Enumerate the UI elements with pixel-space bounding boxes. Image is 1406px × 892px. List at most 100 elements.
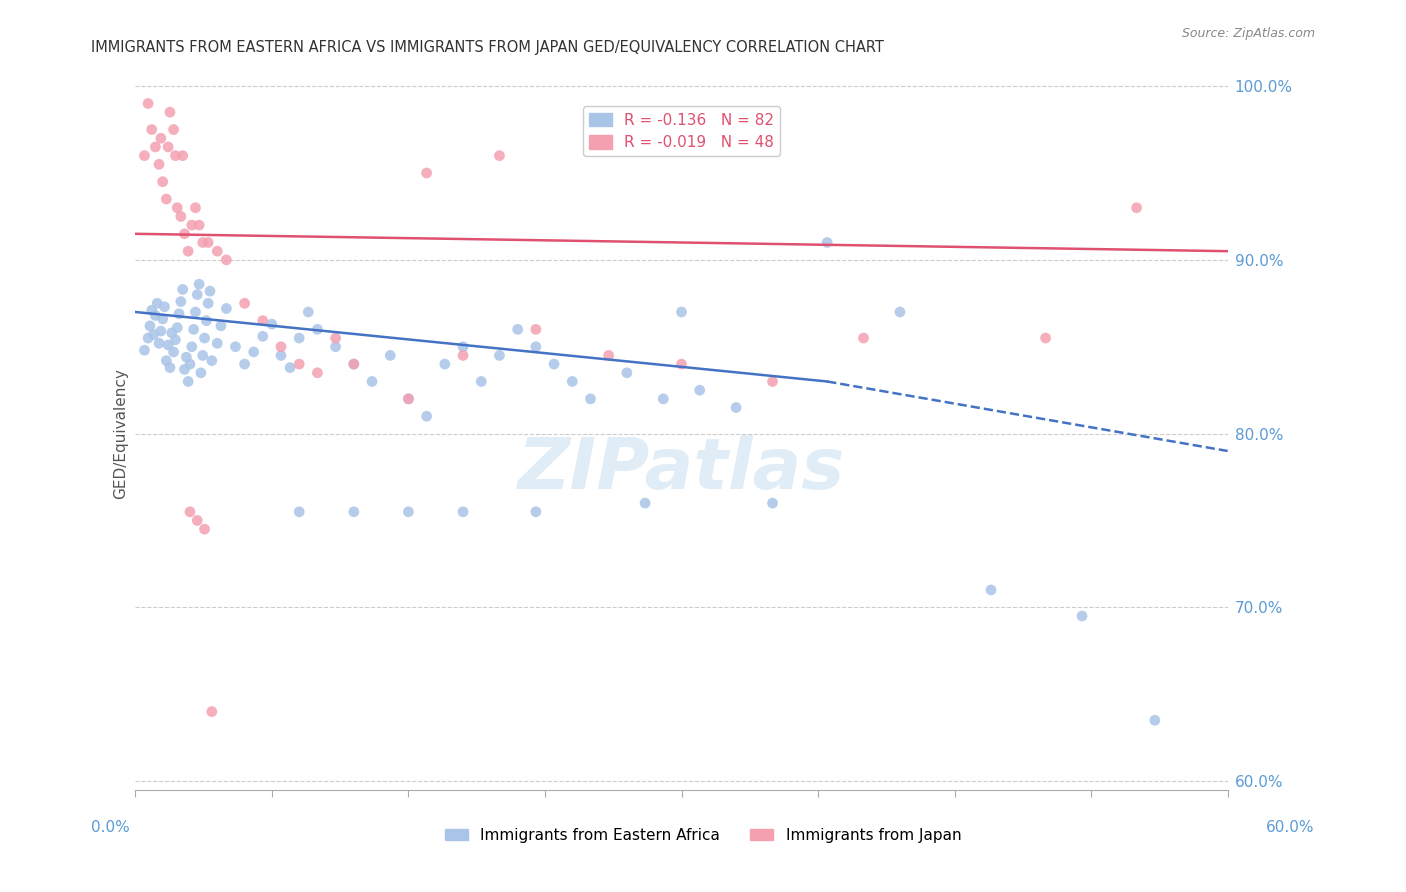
Point (307, 366, 329, 380)
Point (134, 148, 156, 162)
Point (153, 300, 176, 314)
Point (270, 348, 292, 362)
Point (157, 140, 180, 154)
Point (180, 218, 202, 232)
Point (170, 294, 193, 309)
Point (170, 210, 193, 224)
Point (671, 357, 693, 371)
Point (141, 303, 163, 318)
Point (233, 296, 256, 310)
Point (172, 148, 194, 162)
Point (343, 357, 366, 371)
Point (148, 336, 170, 351)
Point (470, 375, 492, 389)
Point (815, 235, 838, 250)
Point (193, 522, 215, 536)
Point (634, 496, 657, 510)
Point (157, 338, 180, 352)
Point (159, 360, 181, 375)
Point (173, 227, 195, 241)
Point (190, 366, 212, 380)
Point (165, 148, 187, 162)
Point (524, 340, 547, 354)
Point (396, 505, 419, 519)
Y-axis label: GED/Equivalency: GED/Equivalency (114, 368, 128, 499)
Point (188, 277, 211, 292)
Point (172, 282, 194, 296)
Point (198, 284, 221, 298)
Point (136, 331, 159, 345)
Point (543, 357, 565, 371)
Point (1143, 713, 1166, 727)
Point (343, 505, 366, 519)
Point (1125, 201, 1147, 215)
Point (252, 314, 274, 328)
Point (761, 375, 783, 389)
Point (193, 331, 215, 345)
Point (160, 326, 183, 340)
Point (451, 340, 474, 354)
Text: IMMIGRANTS FROM EASTERN AFRICA VS IMMIGRANTS FROM JAPAN GED/EQUIVALENCY CORRELAT: IMMIGRANTS FROM EASTERN AFRICA VS IMMIGR… (91, 40, 884, 55)
Point (149, 324, 172, 338)
Point (173, 362, 195, 376)
Point (488, 148, 510, 162)
Point (191, 235, 214, 250)
Point (197, 235, 219, 250)
Point (233, 357, 256, 371)
Point (184, 201, 207, 215)
Point (179, 505, 201, 519)
Point (215, 301, 238, 316)
Point (260, 317, 283, 331)
Point (197, 296, 219, 310)
Text: 0.0%: 0.0% (91, 821, 131, 835)
Point (252, 329, 274, 343)
Point (396, 392, 419, 406)
Point (142, 327, 165, 342)
Point (188, 218, 211, 232)
Point (270, 340, 292, 354)
Point (201, 353, 224, 368)
Point (162, 345, 184, 359)
Text: ZIPatlas: ZIPatlas (517, 434, 845, 504)
Point (148, 157, 170, 171)
Point (725, 401, 748, 415)
Text: 60.0%: 60.0% (1267, 821, 1315, 835)
Point (852, 331, 875, 345)
Point (166, 201, 188, 215)
Point (191, 348, 214, 362)
Point (415, 166, 437, 180)
Point (451, 505, 474, 519)
Point (242, 345, 264, 359)
Point (652, 392, 675, 406)
Point (145, 309, 167, 323)
Point (179, 357, 201, 371)
Point (889, 305, 911, 319)
Point (288, 331, 311, 345)
Point (224, 340, 246, 354)
Point (598, 348, 620, 362)
Point (145, 140, 167, 154)
Point (134, 343, 156, 358)
Point (361, 375, 384, 389)
Point (325, 331, 347, 345)
Point (155, 192, 177, 206)
Point (162, 122, 184, 136)
Point (689, 383, 711, 397)
Point (176, 350, 198, 364)
Point (166, 320, 188, 334)
Point (183, 322, 205, 336)
Point (184, 305, 207, 319)
Point (415, 409, 437, 424)
Point (433, 357, 456, 371)
Point (167, 307, 190, 321)
Point (761, 496, 783, 510)
Point (297, 305, 319, 319)
Point (159, 105, 181, 120)
Point (139, 318, 162, 333)
Point (671, 131, 693, 145)
Point (215, 252, 238, 267)
Point (579, 392, 602, 406)
Point (209, 318, 232, 333)
Point (288, 357, 311, 371)
Point (165, 333, 187, 347)
